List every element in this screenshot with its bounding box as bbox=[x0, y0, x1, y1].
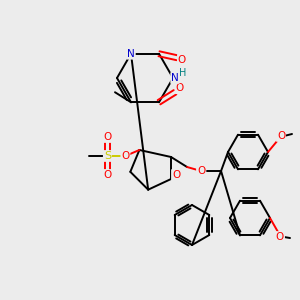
Text: N: N bbox=[127, 49, 135, 59]
Text: S: S bbox=[104, 151, 111, 161]
Text: N: N bbox=[171, 73, 179, 83]
Text: O: O bbox=[172, 170, 180, 180]
Text: O: O bbox=[121, 151, 130, 161]
Text: O: O bbox=[178, 55, 186, 65]
Text: O: O bbox=[103, 132, 112, 142]
Text: O: O bbox=[176, 83, 184, 93]
Text: O: O bbox=[276, 232, 284, 242]
Text: H: H bbox=[179, 68, 187, 78]
Text: O: O bbox=[277, 131, 285, 141]
Text: O: O bbox=[197, 166, 205, 176]
Text: O: O bbox=[103, 170, 112, 180]
